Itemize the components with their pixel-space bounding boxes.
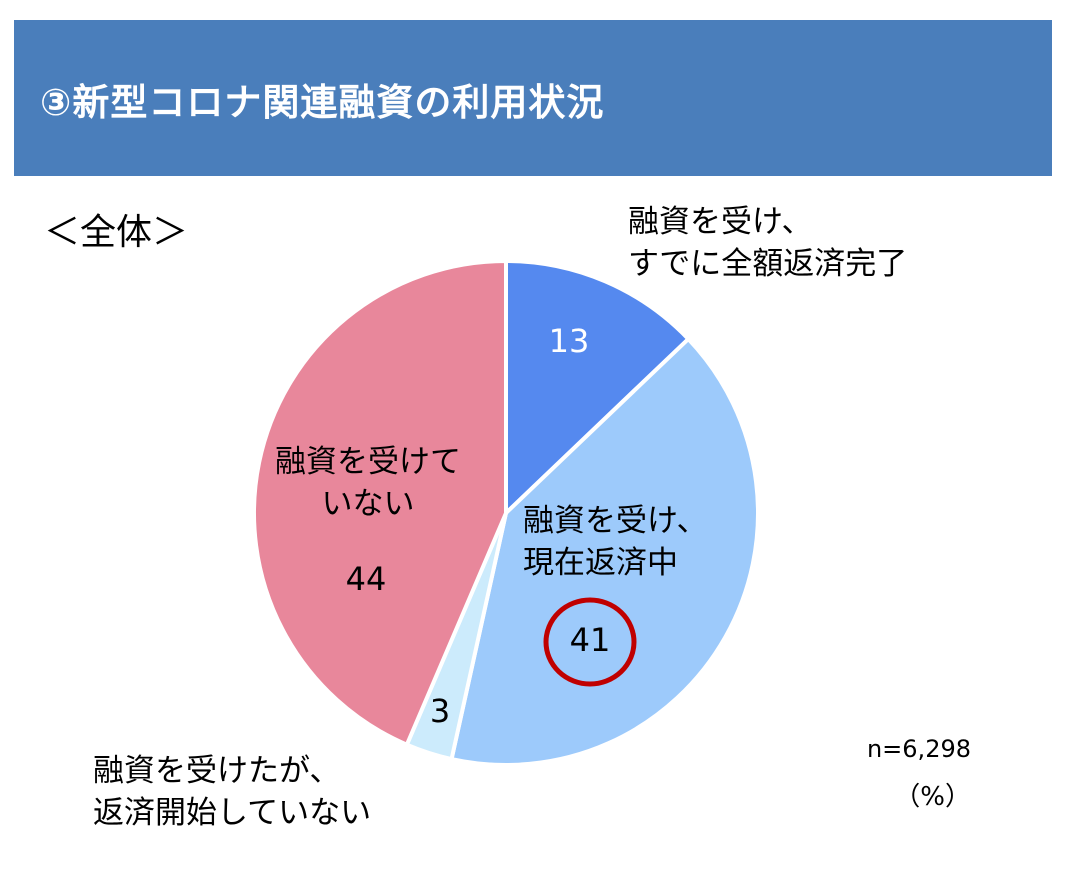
highlight-circle — [543, 597, 637, 687]
title-bar: ③新型コロナ関連融資の利用状況 — [14, 20, 1052, 176]
slice-label-fully-repaid: 融資を受け、すでに全額返済完了 — [628, 204, 907, 282]
slice-value-not-started: 3 — [430, 692, 450, 730]
pie-slice-fully-repaid — [504, 259, 691, 515]
sample-size-label: n=6,298 — [866, 735, 971, 763]
slice-value-not-received: 44 — [346, 560, 387, 598]
pie-slices — [252, 259, 760, 767]
pie-slice-repaying — [449, 337, 760, 767]
pie-labels: 融資を受け、すでに全額返済完了 13 融資を受け、現在返済中 41 融資を受けたが、返済… — [93, 204, 907, 831]
pie-slice-not-received — [252, 259, 508, 747]
unit-label: （%） — [894, 782, 971, 812]
slice-label-not-received: 融資を受けていない — [275, 444, 461, 522]
slice-value-fully-repaid: 13 — [549, 322, 590, 360]
slice-value-repaying: 41 — [570, 621, 611, 659]
page-title: ③新型コロナ関連融資の利用状況 — [40, 81, 605, 124]
chart-subtitle: ＜全体＞ — [44, 212, 189, 253]
slice-label-repaying: 融資を受け、現在返済中 — [523, 503, 707, 581]
slice-label-not-started: 融資を受けたが、返済開始していない — [93, 753, 371, 831]
